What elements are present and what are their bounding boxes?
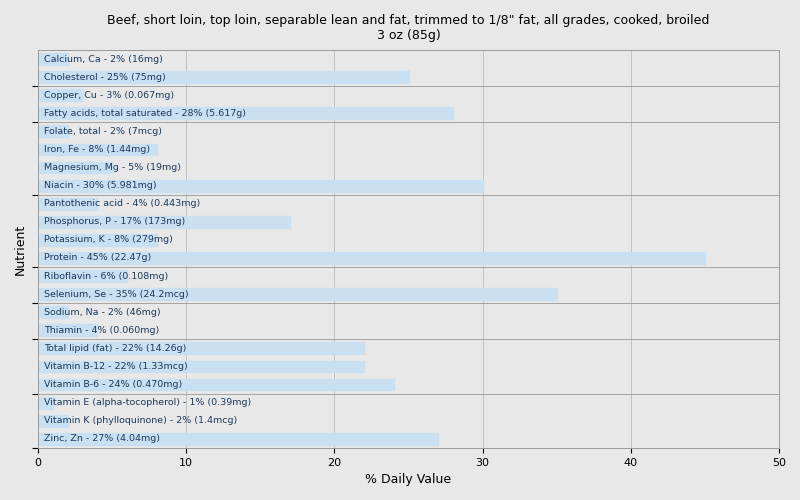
- X-axis label: % Daily Value: % Daily Value: [366, 473, 452, 486]
- Bar: [38, 144, 157, 156]
- Text: Magnesium, Mg - 5% (19mg): Magnesium, Mg - 5% (19mg): [44, 163, 181, 172]
- Text: Phosphorus, P - 17% (173mg): Phosphorus, P - 17% (173mg): [44, 218, 185, 226]
- Bar: [38, 306, 68, 318]
- Bar: [38, 53, 68, 65]
- Text: Protein - 45% (22.47g): Protein - 45% (22.47g): [44, 254, 151, 262]
- Bar: [38, 270, 127, 282]
- Bar: [38, 396, 53, 408]
- Bar: [38, 216, 290, 228]
- Text: Fatty acids, total saturated - 28% (5.617g): Fatty acids, total saturated - 28% (5.61…: [44, 109, 246, 118]
- Text: Sodium, Na - 2% (46mg): Sodium, Na - 2% (46mg): [44, 308, 161, 316]
- Bar: [38, 288, 557, 300]
- Text: Selenium, Se - 35% (24.2mcg): Selenium, Se - 35% (24.2mcg): [44, 290, 189, 298]
- Bar: [38, 433, 438, 444]
- Text: Potassium, K - 8% (279mg): Potassium, K - 8% (279mg): [44, 236, 173, 244]
- Text: Riboflavin - 6% (0.108mg): Riboflavin - 6% (0.108mg): [44, 272, 168, 280]
- Bar: [38, 108, 453, 119]
- Title: Beef, short loin, top loin, separable lean and fat, trimmed to 1/8" fat, all gra: Beef, short loin, top loin, separable le…: [107, 14, 710, 42]
- Bar: [38, 162, 112, 173]
- Bar: [38, 324, 98, 336]
- Text: Calcium, Ca - 2% (16mg): Calcium, Ca - 2% (16mg): [44, 54, 163, 64]
- Text: Zinc, Zn - 27% (4.04mg): Zinc, Zn - 27% (4.04mg): [44, 434, 160, 444]
- Bar: [38, 198, 98, 209]
- Text: Copper, Cu - 3% (0.067mg): Copper, Cu - 3% (0.067mg): [44, 90, 174, 100]
- Bar: [38, 360, 364, 372]
- Text: Vitamin K (phylloquinone) - 2% (1.4mcg): Vitamin K (phylloquinone) - 2% (1.4mcg): [44, 416, 237, 425]
- Text: Vitamin E (alpha-tocopherol) - 1% (0.39mg): Vitamin E (alpha-tocopherol) - 1% (0.39m…: [44, 398, 251, 407]
- Bar: [38, 71, 409, 83]
- Text: Iron, Fe - 8% (1.44mg): Iron, Fe - 8% (1.44mg): [44, 145, 150, 154]
- Text: Folate, total - 2% (7mcg): Folate, total - 2% (7mcg): [44, 127, 162, 136]
- Bar: [38, 90, 82, 101]
- Text: Total lipid (fat) - 22% (14.26g): Total lipid (fat) - 22% (14.26g): [44, 344, 186, 353]
- Text: Cholesterol - 25% (75mg): Cholesterol - 25% (75mg): [44, 72, 166, 82]
- Text: Vitamin B-6 - 24% (0.470mg): Vitamin B-6 - 24% (0.470mg): [44, 380, 182, 389]
- Text: Niacin - 30% (5.981mg): Niacin - 30% (5.981mg): [44, 181, 157, 190]
- Y-axis label: Nutrient: Nutrient: [14, 224, 27, 274]
- Bar: [38, 126, 68, 138]
- Bar: [38, 252, 705, 264]
- Text: Pantothenic acid - 4% (0.443mg): Pantothenic acid - 4% (0.443mg): [44, 199, 200, 208]
- Bar: [38, 234, 157, 246]
- Bar: [38, 415, 68, 426]
- Bar: [38, 342, 364, 354]
- Text: Thiamin - 4% (0.060mg): Thiamin - 4% (0.060mg): [44, 326, 159, 335]
- Bar: [38, 180, 482, 192]
- Bar: [38, 378, 394, 390]
- Text: Vitamin B-12 - 22% (1.33mcg): Vitamin B-12 - 22% (1.33mcg): [44, 362, 188, 371]
